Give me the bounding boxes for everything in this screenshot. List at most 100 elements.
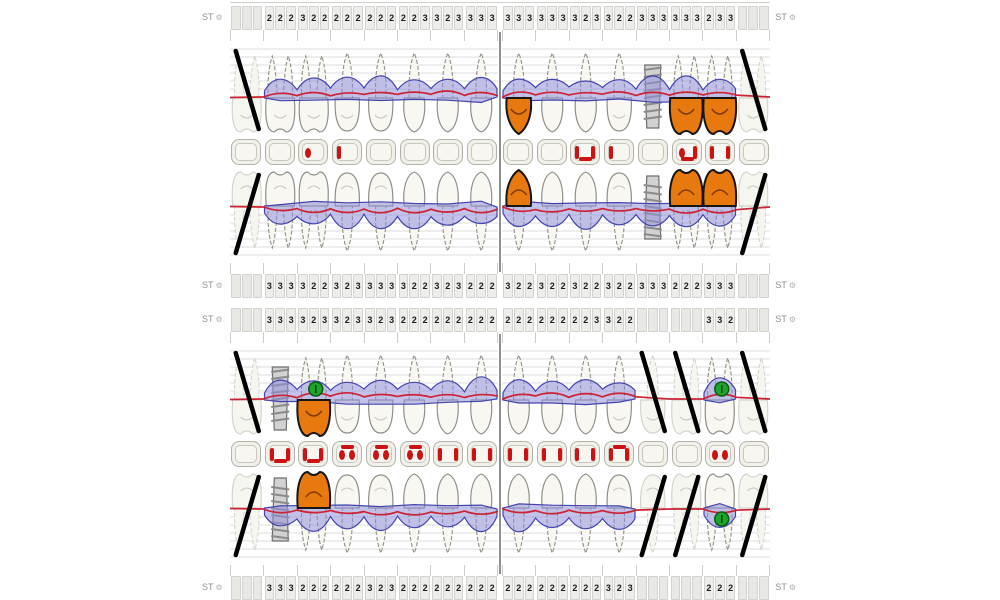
probing-depth-cell[interactable]: 2	[513, 274, 524, 298]
probing-depth-cell[interactable]: 2	[725, 308, 736, 332]
probing-depth-cell[interactable]: 3	[264, 308, 275, 332]
occlusal-surface[interactable]	[433, 139, 464, 165]
probing-depth-cell[interactable]: 2	[286, 6, 296, 30]
occlusal-surface[interactable]	[264, 139, 295, 165]
probing-depth-cell[interactable]: 3	[386, 576, 397, 600]
probing-depth-cell[interactable]: 2	[442, 6, 453, 30]
probing-depth-cell[interactable]	[670, 308, 681, 332]
probing-depth-cell[interactable]: 3	[524, 6, 535, 30]
probing-depth-cell[interactable]: 3	[453, 6, 464, 30]
probing-depth-cell[interactable]: 2	[524, 576, 535, 600]
probing-depth-cell[interactable]: 2	[570, 576, 580, 600]
probing-depth-cell[interactable]: 3	[637, 6, 647, 30]
probing-depth-cell[interactable]: 2	[308, 308, 319, 332]
occlusal-surface[interactable]	[466, 441, 497, 467]
occlusal-surface[interactable]	[671, 441, 702, 467]
probing-depth-cell[interactable]: 2	[319, 6, 330, 30]
gear-icon[interactable]: ⚙	[788, 315, 796, 324]
probing-depth-cell[interactable]: 2	[453, 308, 464, 332]
probing-depth-cell[interactable]: 2	[591, 274, 602, 298]
probing-depth-cell[interactable]: 3	[298, 6, 308, 30]
probing-depth-cell[interactable]	[252, 576, 263, 600]
occlusal-surface[interactable]	[231, 441, 261, 467]
occlusal-surface[interactable]	[466, 139, 497, 165]
probing-depth-cell[interactable]	[692, 576, 702, 600]
probing-depth-cell[interactable]: 3	[647, 6, 658, 30]
occlusal-surface[interactable]	[637, 139, 668, 165]
probing-depth-cell[interactable]: 2	[692, 274, 702, 298]
probing-depth-cell[interactable]: 3	[591, 308, 602, 332]
probing-depth-cell[interactable]: 3	[275, 576, 286, 600]
probing-depth-cell[interactable]: 3	[647, 274, 658, 298]
gear-icon[interactable]: ⚙	[215, 315, 223, 324]
probing-depth-cell[interactable]: 3	[365, 308, 375, 332]
probing-depth-cell[interactable]: 2	[453, 576, 464, 600]
probing-depth-cell[interactable]: 3	[503, 274, 513, 298]
occlusal-surface[interactable]	[604, 139, 635, 165]
crown-restoration[interactable]	[668, 97, 704, 136]
probing-depth-cell[interactable]: 2	[331, 576, 342, 600]
probing-depth-cell[interactable]	[252, 6, 263, 30]
probing-depth-cell[interactable]: 2	[547, 576, 558, 600]
probing-depth-cell[interactable]	[647, 308, 658, 332]
probing-depth-cell[interactable]: 2	[614, 576, 625, 600]
probing-depth-cell[interactable]: 2	[386, 6, 397, 30]
probing-depth-cell[interactable]: 3	[432, 6, 442, 30]
probing-depth-cell[interactable]: 3	[603, 308, 614, 332]
probing-depth-cell[interactable]: 2	[465, 308, 476, 332]
occlusal-surface[interactable]	[738, 441, 769, 467]
probing-depth-cell[interactable]: 2	[308, 576, 319, 600]
crown-restoration[interactable]	[296, 399, 332, 438]
probing-depth-cell[interactable]	[759, 274, 769, 298]
probing-depth-cell[interactable]: 3	[386, 274, 397, 298]
probing-depth-cell[interactable]: 2	[614, 6, 625, 30]
probing-depth-cell[interactable]: 3	[658, 274, 669, 298]
probing-depth-cell[interactable]	[737, 308, 748, 332]
probing-depth-cell[interactable]: 3	[658, 6, 669, 30]
probing-depth-cell[interactable]: 3	[681, 6, 692, 30]
probing-depth-cell[interactable]: 2	[398, 308, 409, 332]
probing-depth-cell[interactable]: 2	[409, 6, 420, 30]
probing-depth-cell[interactable]: 2	[487, 576, 497, 600]
occlusal-surface[interactable]	[332, 139, 363, 165]
probing-depth-cell[interactable]: 3	[603, 274, 614, 298]
probing-depth-cell[interactable]: 2	[725, 576, 736, 600]
probing-depth-cell[interactable]	[252, 308, 263, 332]
probing-depth-cell[interactable]: 2	[625, 308, 635, 332]
probing-depth-cell[interactable]: 2	[513, 308, 524, 332]
probing-depth-cell[interactable]: 2	[625, 274, 635, 298]
probing-depth-cell[interactable]	[748, 274, 759, 298]
probing-depth-cell[interactable]: 2	[558, 308, 568, 332]
probing-depth-cell[interactable]: 2	[476, 274, 487, 298]
occlusal-surface[interactable]	[503, 139, 533, 165]
probing-depth-cell[interactable]: 3	[704, 274, 714, 298]
occlusal-surface[interactable]	[536, 441, 567, 467]
probing-depth-cell[interactable]: 3	[704, 308, 714, 332]
probing-depth-cell[interactable]: 2	[580, 576, 591, 600]
probing-depth-cell[interactable]: 2	[714, 576, 725, 600]
probing-depth-cell[interactable]: 2	[432, 308, 442, 332]
probing-depth-cell[interactable]: 2	[420, 576, 430, 600]
probing-depth-cell[interactable]: 3	[319, 308, 330, 332]
probing-depth-cell[interactable]: 2	[503, 576, 513, 600]
probing-depth-cell[interactable]: 2	[420, 274, 430, 298]
probing-depth-cell[interactable]	[670, 576, 681, 600]
probing-depth-cell[interactable]	[241, 576, 252, 600]
probing-depth-cell[interactable]: 3	[547, 6, 558, 30]
probing-depth-cell[interactable]: 2	[580, 274, 591, 298]
probing-depth-cell[interactable]: 3	[591, 6, 602, 30]
probing-depth-cell[interactable]: 2	[442, 274, 453, 298]
probing-depth-cell[interactable]: 2	[298, 576, 308, 600]
probing-depth-cell[interactable]: 2	[547, 274, 558, 298]
probing-depth-cell[interactable]: 3	[420, 6, 430, 30]
probing-depth-cell[interactable]: 2	[398, 6, 409, 30]
probing-depth-cell[interactable]: 2	[319, 576, 330, 600]
probing-depth-cell[interactable]	[658, 576, 669, 600]
probing-depth-cell[interactable]	[737, 6, 748, 30]
probing-depth-cell[interactable]: 3	[353, 308, 363, 332]
probing-depth-cell[interactable]	[241, 308, 252, 332]
occlusal-surface[interactable]	[570, 441, 601, 467]
probing-depth-cell[interactable]	[231, 274, 241, 298]
teeth-quadrant-view[interactable]	[502, 343, 770, 438]
probing-depth-cell[interactable]: 2	[476, 576, 487, 600]
